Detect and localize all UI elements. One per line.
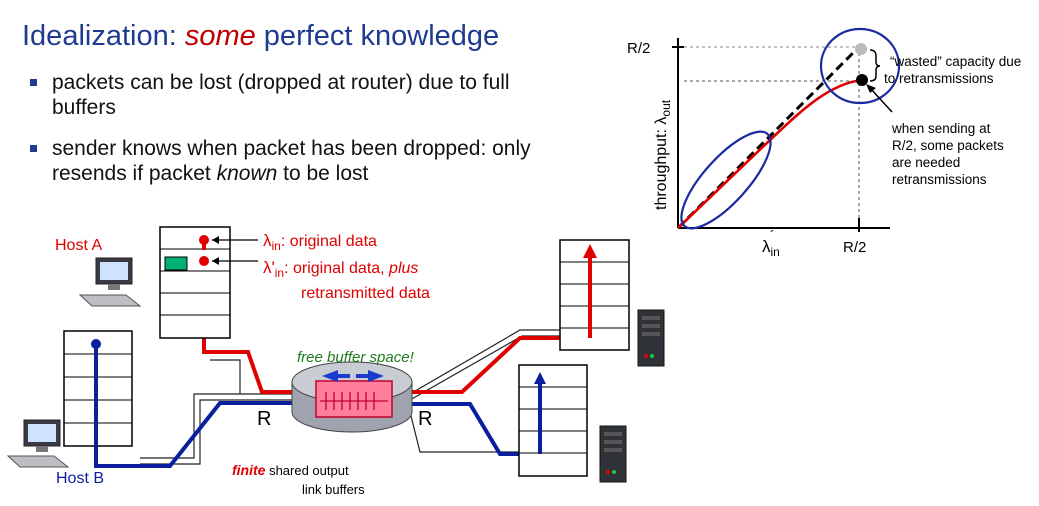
link-rate-left: R <box>257 408 271 430</box>
router-arrow-icon <box>322 370 350 382</box>
graph-frame <box>660 32 1032 232</box>
annotation-arrowhead <box>866 84 876 93</box>
bullet-buffer-loss: packets can be lost (dropped at router) … <box>30 70 570 120</box>
x-tick-label: R/2 <box>843 239 866 256</box>
wasted-brace <box>869 49 881 82</box>
annotation-arrow <box>869 87 893 113</box>
throughput-curve <box>677 78 863 229</box>
throughput-graph: R/2 R/2 λin ´ throughput: λout “wasted” … <box>627 27 1032 259</box>
host-a-label: Host A <box>55 237 102 254</box>
dest-buffer-top <box>559 239 630 351</box>
lambda-in-label: λin: original data <box>263 231 377 253</box>
bullet-known-loss: sender knows when packet has been droppe… <box>30 136 550 186</box>
free-buffer-label: free buffer space! <box>297 349 415 366</box>
retransmitted-label: retransmitted data <box>301 285 430 302</box>
host-a-buffer <box>159 226 231 339</box>
host-b-computer-icon <box>6 419 70 468</box>
router-buffer <box>315 380 393 418</box>
shared-buffer-label: finite shared output <box>232 462 349 478</box>
y-axis-label: throughput: λout <box>653 99 673 210</box>
sending-at-r2-note: when sending at R/2, some packets are need… <box>891 121 1004 187</box>
x-axis-prime: ´ <box>770 227 775 243</box>
dest-buffer-bottom <box>518 364 588 477</box>
server-icon <box>599 425 627 483</box>
y-tick-label: R/2 <box>627 40 650 57</box>
router <box>291 361 413 433</box>
saturation-ellipse <box>819 27 901 105</box>
link-rate-right: R <box>418 408 432 430</box>
ideal-point <box>855 43 867 55</box>
router-arrow-icon <box>356 370 384 382</box>
retransmit-packet <box>164 256 188 271</box>
wasted-capacity-note: “wasted” capacity due to retransmissions <box>884 54 1021 86</box>
link-buffers-label: link buffers <box>302 482 365 497</box>
lambda-in-dot <box>199 235 209 245</box>
linear-region-ellipse <box>680 130 772 230</box>
actual-point <box>856 74 868 86</box>
slide-title: Idealization: some perfect knowledge <box>22 20 500 52</box>
lambda-prime-dot <box>199 256 209 266</box>
lambda-prime-label: λ'in: original data, plus <box>263 258 418 280</box>
x-axis-label: λin <box>762 237 780 259</box>
server-icon <box>637 309 665 367</box>
host-b-label: Host B <box>56 470 104 487</box>
host-a-computer-icon <box>78 257 142 307</box>
